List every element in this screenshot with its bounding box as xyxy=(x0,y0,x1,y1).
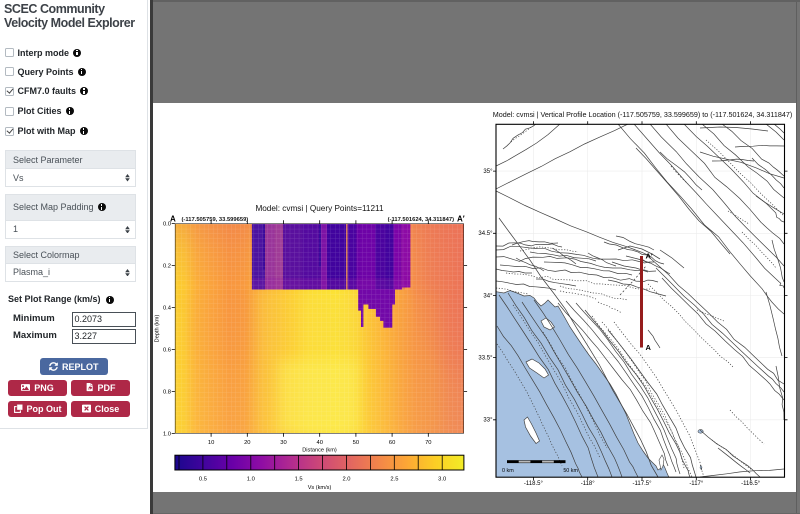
svg-text:Depth (km): Depth (km) xyxy=(154,315,160,343)
svg-text:2.0: 2.0 xyxy=(342,477,350,483)
svg-text:1.0: 1.0 xyxy=(162,432,170,438)
svg-text:Model: cvmsi | Vertical Profil: Model: cvmsi | Vertical Profile Location… xyxy=(493,110,793,119)
svg-text:34°: 34° xyxy=(483,293,493,299)
svg-text:(-117.501624, 34.311847): (-117.501624, 34.311847) xyxy=(387,217,453,223)
svg-text:33.5°: 33.5° xyxy=(478,355,493,361)
svg-text:0.5: 0.5 xyxy=(198,477,206,483)
svg-text:40: 40 xyxy=(316,440,322,446)
svg-text:0.4: 0.4 xyxy=(162,306,171,312)
svg-text:Vs (km/s): Vs (km/s) xyxy=(307,485,331,491)
svg-text:A: A xyxy=(170,215,176,224)
svg-text:0.2: 0.2 xyxy=(162,264,170,270)
svg-text:20: 20 xyxy=(244,440,250,446)
svg-text:Model: cvmsi | Query Points=11: Model: cvmsi | Query Points=11211 xyxy=(255,204,384,213)
svg-text:0.0: 0.0 xyxy=(162,222,170,228)
svg-text:-117°: -117° xyxy=(689,481,704,487)
svg-text:-117.5°: -117.5° xyxy=(633,481,653,487)
svg-text:50 km: 50 km xyxy=(563,468,578,474)
svg-text:A′: A′ xyxy=(646,252,653,261)
svg-text:30: 30 xyxy=(280,440,286,446)
svg-text:-116.5°: -116.5° xyxy=(741,481,761,487)
svg-text:0.6: 0.6 xyxy=(162,348,170,354)
svg-text:1.5: 1.5 xyxy=(294,477,302,483)
svg-text:-118.5°: -118.5° xyxy=(524,481,544,487)
svg-text:50: 50 xyxy=(352,440,358,446)
svg-text:33°: 33° xyxy=(483,418,493,424)
svg-text:3.0: 3.0 xyxy=(438,477,446,483)
svg-text:2.5: 2.5 xyxy=(390,477,398,483)
svg-text:35°: 35° xyxy=(483,169,493,175)
svg-text:10: 10 xyxy=(207,440,213,446)
svg-text:34.5°: 34.5° xyxy=(478,231,493,237)
svg-text:60: 60 xyxy=(388,440,394,446)
svg-text:A: A xyxy=(646,343,652,352)
svg-text:A′: A′ xyxy=(457,215,465,224)
svg-text:-118°: -118° xyxy=(581,481,596,487)
svg-text:(-117.505759, 33.599659): (-117.505759, 33.599659) xyxy=(181,217,248,223)
svg-text:0.8: 0.8 xyxy=(162,390,170,396)
svg-text:0 km: 0 km xyxy=(502,468,514,474)
svg-text:Distance (km): Distance (km) xyxy=(302,448,337,454)
svg-text:1.0: 1.0 xyxy=(246,477,254,483)
svg-text:70: 70 xyxy=(425,440,431,446)
